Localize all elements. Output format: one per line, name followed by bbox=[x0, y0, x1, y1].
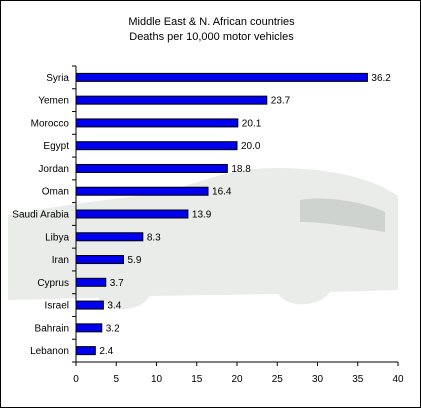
category-label: Oman bbox=[42, 187, 69, 198]
x-tick-label: 15 bbox=[191, 374, 203, 385]
category-label: Bahrain bbox=[35, 323, 69, 334]
x-tick-label: 0 bbox=[73, 374, 79, 385]
x-tick-label: 30 bbox=[312, 374, 324, 385]
value-label: 20.1 bbox=[242, 118, 262, 129]
category-label: Lebanon bbox=[30, 346, 69, 357]
value-label: 3.2 bbox=[106, 323, 120, 334]
bar-bahrain bbox=[75, 323, 103, 333]
value-label: 8.3 bbox=[147, 232, 161, 243]
value-label: 13.9 bbox=[192, 210, 212, 221]
category-label: Jordan bbox=[38, 164, 69, 175]
bar-israel bbox=[75, 300, 104, 310]
bar-yemen bbox=[75, 95, 268, 105]
bar-oman bbox=[75, 186, 209, 196]
category-label: Saudi Arabia bbox=[12, 210, 69, 221]
bar-libya bbox=[75, 232, 144, 242]
value-label: 36.2 bbox=[371, 73, 391, 84]
car-window-shape bbox=[300, 198, 385, 232]
chart-title: Middle East & N. African countries Death… bbox=[1, 15, 421, 45]
x-tick-label: 35 bbox=[352, 374, 364, 385]
value-label: 3.4 bbox=[107, 301, 121, 312]
category-label: Egypt bbox=[43, 141, 69, 152]
value-label: 16.4 bbox=[212, 187, 232, 198]
bar-jordan bbox=[75, 163, 228, 173]
chart-title-line-1: Middle East & N. African countries bbox=[128, 16, 295, 28]
car-watermark-image bbox=[8, 168, 398, 310]
category-label: Iran bbox=[52, 255, 69, 266]
value-label: 23.7 bbox=[271, 96, 291, 107]
bar-egypt bbox=[75, 141, 238, 151]
bar-syria bbox=[75, 72, 368, 82]
chart-title-line-2: Deaths per 10,000 motor vehicles bbox=[129, 31, 294, 43]
bar-cyprus bbox=[75, 277, 107, 287]
bar-lebanon bbox=[75, 346, 96, 356]
x-tick-label: 25 bbox=[272, 374, 284, 385]
bar-saudi-arabia bbox=[75, 209, 189, 219]
category-label: Morocco bbox=[31, 118, 70, 129]
value-label: 5.9 bbox=[127, 255, 141, 266]
bar-iran bbox=[75, 255, 124, 265]
category-label: Israel bbox=[45, 301, 69, 312]
value-label: 20.0 bbox=[241, 141, 261, 152]
value-label: 18.8 bbox=[231, 164, 251, 175]
category-label: Libya bbox=[45, 232, 69, 243]
value-label: 3.7 bbox=[110, 278, 124, 289]
x-tick-label: 5 bbox=[113, 374, 119, 385]
x-tick-label: 10 bbox=[151, 374, 163, 385]
bar-morocco bbox=[75, 118, 239, 128]
value-label: 2.4 bbox=[99, 346, 113, 357]
category-label: Cyprus bbox=[37, 278, 69, 289]
x-tick-label: 20 bbox=[231, 374, 243, 385]
x-tick-label: 40 bbox=[392, 374, 404, 385]
category-label: Syria bbox=[46, 73, 69, 84]
category-label: Yemen bbox=[38, 96, 69, 107]
